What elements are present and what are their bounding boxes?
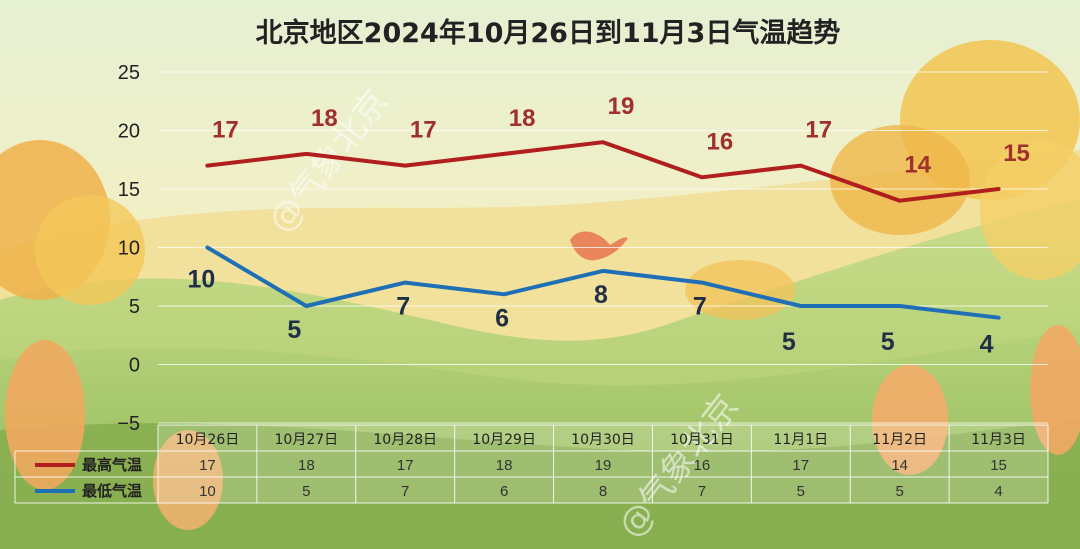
low-temp-label: 6 (495, 304, 509, 332)
table-cell: 16 (694, 457, 711, 474)
high-temp-label: 15 (1003, 140, 1030, 167)
table-cell: 10 (199, 483, 216, 500)
low-temp-label: 5 (287, 316, 301, 344)
high-temp-label: 18 (311, 105, 338, 132)
x-category-label: 10月26日 (176, 432, 240, 448)
high-temp-legend-label: 最高气温 (82, 456, 142, 474)
high-temp-label: 14 (904, 152, 931, 179)
x-category-label: 10月31日 (670, 432, 734, 448)
x-category-label: 11月3日 (971, 432, 1026, 448)
y-tick-label: 20 (118, 121, 140, 143)
table-cell: 5 (302, 483, 310, 500)
high-temp-label: 17 (212, 117, 239, 144)
table-cell: 17 (792, 457, 809, 474)
table-cell: 7 (698, 483, 706, 500)
table-cell: 14 (891, 457, 908, 474)
table-cell: 15 (990, 457, 1007, 474)
high-temp-label: 18 (509, 105, 536, 132)
low-temp-label: 7 (396, 293, 410, 321)
low-temp-label: 5 (881, 328, 895, 356)
high-temp-line (205, 140, 1001, 203)
low-temp-label: 5 (782, 328, 796, 356)
x-category-label: 10月27日 (275, 432, 339, 448)
y-tick-label: 25 (118, 62, 140, 84)
low-temp-label: 7 (693, 293, 707, 321)
low-temp-label: 8 (594, 281, 608, 309)
table-cell: 17 (199, 457, 216, 474)
high-temp-label: 17 (410, 117, 437, 144)
table-cell: 6 (500, 483, 508, 500)
table-cell: 18 (496, 457, 513, 474)
y-tick-label: 5 (129, 296, 140, 318)
table-cell: 7 (401, 483, 409, 500)
data-table: 10月26日 10月27日 10月28日 10月29日 10月30日 10月31日 11月1… (14, 424, 1049, 504)
x-category-label: 10月28日 (373, 432, 437, 448)
data-labels: 17 18 17 18 19 16 17 14 15 10 5 7 6 8 7 5 5 4 (188, 93, 1030, 359)
table-cell: 5 (797, 483, 805, 500)
low-temp-line (205, 245, 1001, 320)
x-category-label: 11月1日 (773, 432, 828, 448)
y-axis: 25 20 15 10 5 0 −5 (117, 62, 140, 435)
series-lines (205, 140, 1001, 320)
high-temp-label: 19 (608, 93, 635, 120)
y-tick-label: 0 (129, 355, 140, 377)
table-background (158, 425, 1048, 503)
y-tick-label: 15 (118, 179, 140, 201)
x-category-label: 11月2日 (872, 432, 927, 448)
y-tick-label: −5 (117, 413, 140, 435)
table-cell: 8 (599, 483, 607, 500)
chart-title: 北京地区2024年10月26日到11月3日气温趋势 (256, 17, 841, 49)
table-cell: 5 (895, 483, 903, 500)
low-temp-label: 4 (980, 331, 994, 359)
low-temp-legend-label: 最低气温 (82, 482, 142, 500)
x-category-label: 10月29日 (472, 432, 536, 448)
high-temp-label: 17 (805, 117, 832, 144)
y-tick-label: 10 (118, 238, 140, 260)
table-cell: 19 (595, 457, 612, 474)
high-temp-label: 16 (707, 128, 734, 155)
table-cell: 17 (397, 457, 414, 474)
table-cell: 4 (994, 483, 1002, 500)
x-category-label: 10月30日 (571, 432, 635, 448)
low-temp-label: 10 (188, 266, 216, 294)
table-cell: 18 (298, 457, 315, 474)
